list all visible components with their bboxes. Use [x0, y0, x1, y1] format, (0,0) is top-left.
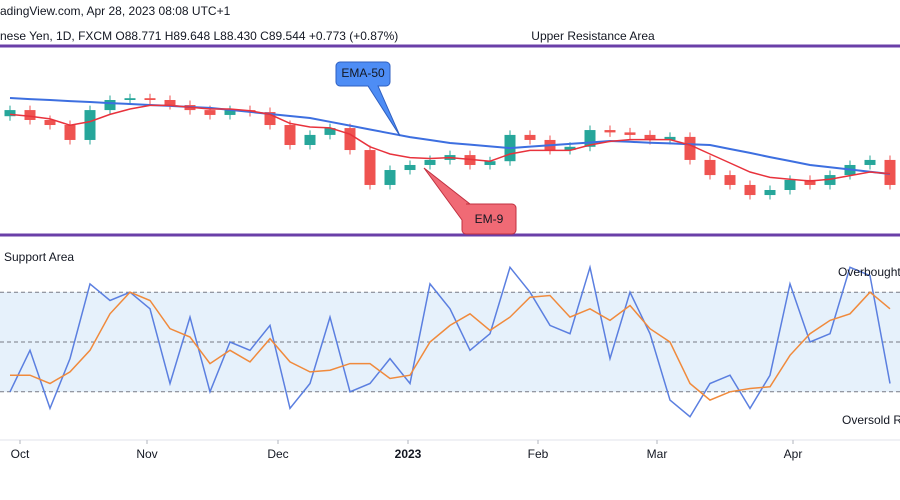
- candle-body: [144, 98, 156, 100]
- candle-body: [764, 190, 776, 196]
- header-line: adingView.com, Apr 28, 2023 08:08 UTC+1: [0, 4, 231, 18]
- candle-body: [24, 110, 36, 120]
- candle-body: [384, 170, 396, 185]
- series-line: [9, 104, 891, 182]
- candle-body: [584, 130, 596, 147]
- symbol-info: nese Yen, 1D, FXCM O88.771 H89.648 L88.4…: [0, 29, 398, 43]
- candle-body: [564, 146, 576, 151]
- candle-body: [44, 119, 56, 126]
- zone-label: Upper Resistance Area: [531, 29, 655, 43]
- candle-body: [604, 130, 616, 133]
- callout: [423, 167, 517, 235]
- candle-body: [84, 110, 96, 140]
- candle-body: [344, 128, 356, 151]
- candle-body: [704, 159, 716, 176]
- candle-body: [324, 128, 336, 135]
- candle-body: [164, 100, 176, 106]
- candle-body: [364, 150, 376, 185]
- candle-body: [664, 136, 676, 140]
- zone-label: Support Area: [4, 250, 74, 264]
- x-tick-label: Apr: [784, 447, 803, 461]
- candle-body: [684, 136, 696, 160]
- x-tick-label: Feb: [528, 447, 549, 461]
- x-tick-label: Mar: [647, 447, 668, 461]
- candle-body: [124, 98, 136, 100]
- candle-body: [424, 159, 436, 165]
- candle-body: [4, 110, 16, 117]
- candle-body: [284, 125, 296, 145]
- callout-label: EMA-50: [341, 66, 385, 80]
- candle-body: [224, 110, 236, 115]
- candle-body: [744, 184, 756, 196]
- callout-label: EM-9: [475, 212, 504, 226]
- zone-label: Overbought: [838, 265, 900, 279]
- candle-body: [524, 134, 536, 140]
- x-tick-label: 2023: [395, 447, 422, 461]
- series-line: [10, 291, 891, 401]
- x-tick-label: Oct: [11, 447, 30, 461]
- candle-body: [64, 125, 76, 140]
- x-tick-label: Nov: [136, 447, 157, 461]
- candle-body: [204, 110, 216, 115]
- candle-body: [104, 100, 116, 111]
- series-line: [9, 264, 891, 418]
- callout: [335, 61, 401, 137]
- candle-body: [304, 134, 316, 145]
- candle-body: [624, 132, 636, 135]
- x-tick-label: Dec: [267, 447, 288, 461]
- candle-body: [824, 175, 836, 185]
- candle-body: [884, 159, 896, 185]
- candle-body: [864, 159, 876, 165]
- candle-body: [644, 134, 656, 140]
- candle-body: [484, 161, 496, 165]
- candle-body: [784, 179, 796, 190]
- zone-label: Oversold R: [842, 413, 900, 427]
- candle-body: [724, 175, 736, 185]
- candle-body: [804, 179, 816, 185]
- candle-body: [264, 112, 276, 126]
- candle-body: [404, 164, 416, 171]
